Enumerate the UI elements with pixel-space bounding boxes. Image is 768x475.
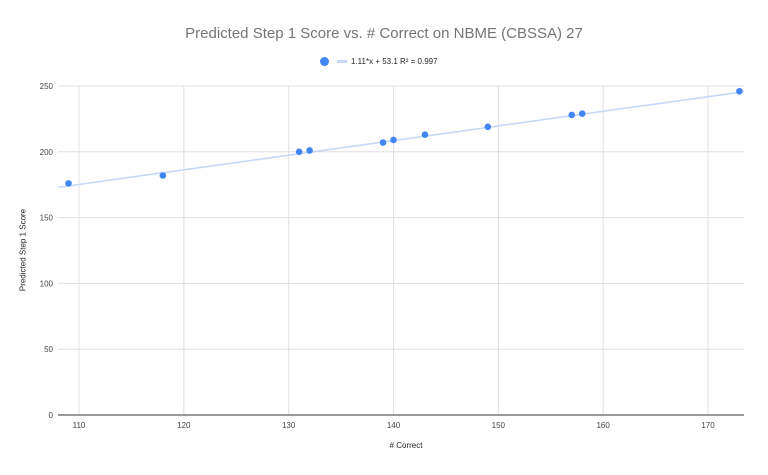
data-point <box>578 110 586 117</box>
y-tick-label: 0 <box>49 411 54 420</box>
legend-trendline-swatch <box>337 59 347 63</box>
y-axis-label: Predicted Step 1 Score <box>18 208 28 292</box>
x-tick-label: 150 <box>492 421 506 430</box>
x-tick-label: 170 <box>701 421 715 430</box>
legend-trendline-label: 1.11*x + 53.1 R² = 0.997 <box>351 56 438 66</box>
data-point <box>568 111 576 119</box>
x-tick-label: 120 <box>177 421 191 430</box>
y-tick-label: 250 <box>40 82 54 91</box>
y-tick-label: 200 <box>40 148 54 157</box>
data-point <box>65 180 72 187</box>
chart-title: Predicted Step 1 Score vs. # Correct on … <box>185 25 583 42</box>
x-axis-label: # Correct <box>389 441 423 450</box>
data-point <box>159 172 167 179</box>
x-tick-label: 160 <box>596 421 610 430</box>
data-point <box>736 87 743 95</box>
y-tick-label: 100 <box>40 279 54 288</box>
data-point <box>421 131 429 138</box>
data-point <box>484 123 492 131</box>
data-point <box>379 139 387 146</box>
trendline <box>57 90 745 189</box>
data-point <box>306 147 313 154</box>
legend: 1.11*x + 53.1 R² = 0.997 <box>320 54 438 68</box>
x-tick-label: 130 <box>282 421 296 430</box>
x-tick-label: 110 <box>73 421 86 430</box>
x-tick-label: 140 <box>387 421 401 430</box>
y-tick-label: 150 <box>40 214 54 223</box>
data-point <box>295 148 303 156</box>
data-point <box>390 136 397 144</box>
legend-series-marker <box>320 56 329 66</box>
y-tick-label: 50 <box>44 345 53 354</box>
